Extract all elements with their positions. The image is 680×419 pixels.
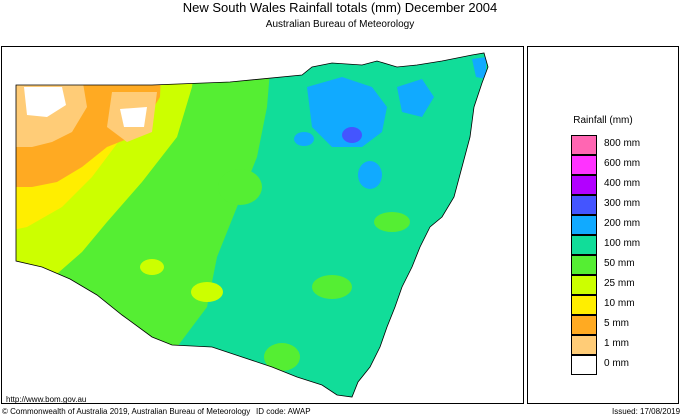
copyright-text: © Commonwealth of Australia 2019, Austra… <box>2 407 251 416</box>
issued-date: Issued: 17/08/2019 <box>612 407 680 416</box>
legend-swatch <box>571 335 597 355</box>
legend-swatch <box>571 155 597 175</box>
legend-label: 200 mm <box>604 218 641 229</box>
legend-label: 100 mm <box>604 238 641 249</box>
legend-panel: Rainfall (mm) 800 mm 600 mm 400 mm 300 m… <box>527 46 679 404</box>
id-code-text: ID code: AWAP <box>256 407 311 416</box>
legend-item: 800 mm <box>571 135 680 155</box>
legend-label: 5 mm <box>604 318 629 329</box>
legend-swatch <box>571 175 597 195</box>
legend-item: 10 mm <box>571 295 680 315</box>
legend-label: 25 mm <box>604 278 635 289</box>
rainfall-map <box>15 52 489 398</box>
legend-swatch <box>571 195 597 215</box>
legend-item: 0 mm <box>571 355 680 375</box>
legend-item: 25 mm <box>571 275 680 295</box>
legend-swatch <box>571 235 597 255</box>
legend-label: 600 mm <box>604 158 641 169</box>
bom-url: http://www.bom.gov.au <box>6 395 87 404</box>
legend-swatch <box>571 215 597 235</box>
legend-label: 50 mm <box>604 258 635 269</box>
legend-label: 300 mm <box>604 198 641 209</box>
legend-item: 1 mm <box>571 335 680 355</box>
legend-item: 5 mm <box>571 315 680 335</box>
legend-item: 50 mm <box>571 255 680 275</box>
legend-swatch <box>571 315 597 335</box>
legend-label: 0 mm <box>604 358 629 369</box>
legend-swatch <box>571 255 597 275</box>
legend-title: Rainfall (mm) <box>573 115 633 126</box>
map-title: New South Wales Rainfall totals (mm) Dec… <box>182 0 498 15</box>
legend-item: 300 mm <box>571 195 680 215</box>
legend-label: 1 mm <box>604 338 629 349</box>
legend-item: 400 mm <box>571 175 680 195</box>
legend-label: 10 mm <box>604 298 635 309</box>
map-subtitle: Australian Bureau of Meteorology <box>265 19 415 30</box>
legend-item: 100 mm <box>571 235 680 255</box>
legend-swatch <box>571 295 597 315</box>
legend-swatch <box>571 135 597 155</box>
legend-item: 600 mm <box>571 155 680 175</box>
legend-label: 800 mm <box>604 138 641 149</box>
legend-swatch <box>571 355 597 375</box>
legend-label: 400 mm <box>604 178 641 189</box>
legend-item: 200 mm <box>571 215 680 235</box>
legend-swatch <box>571 275 597 295</box>
map-panel: http://www.bom.gov.au <box>1 46 524 404</box>
